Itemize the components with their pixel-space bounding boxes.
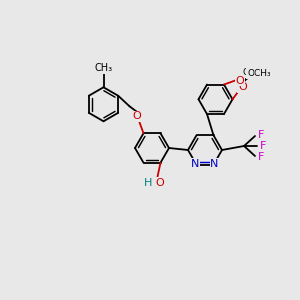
- Text: F: F: [260, 141, 266, 151]
- Text: O: O: [236, 76, 244, 85]
- Text: OCH₃: OCH₃: [247, 69, 271, 78]
- Text: F: F: [258, 130, 264, 140]
- Text: F: F: [258, 152, 264, 162]
- Text: OCH₃: OCH₃: [243, 68, 266, 77]
- Text: CH₃: CH₃: [94, 63, 112, 73]
- Text: O: O: [132, 111, 141, 121]
- Text: N: N: [210, 159, 219, 169]
- Text: H: H: [144, 178, 153, 188]
- Text: N: N: [191, 159, 200, 169]
- Text: O: O: [155, 178, 164, 188]
- Text: O: O: [238, 82, 247, 92]
